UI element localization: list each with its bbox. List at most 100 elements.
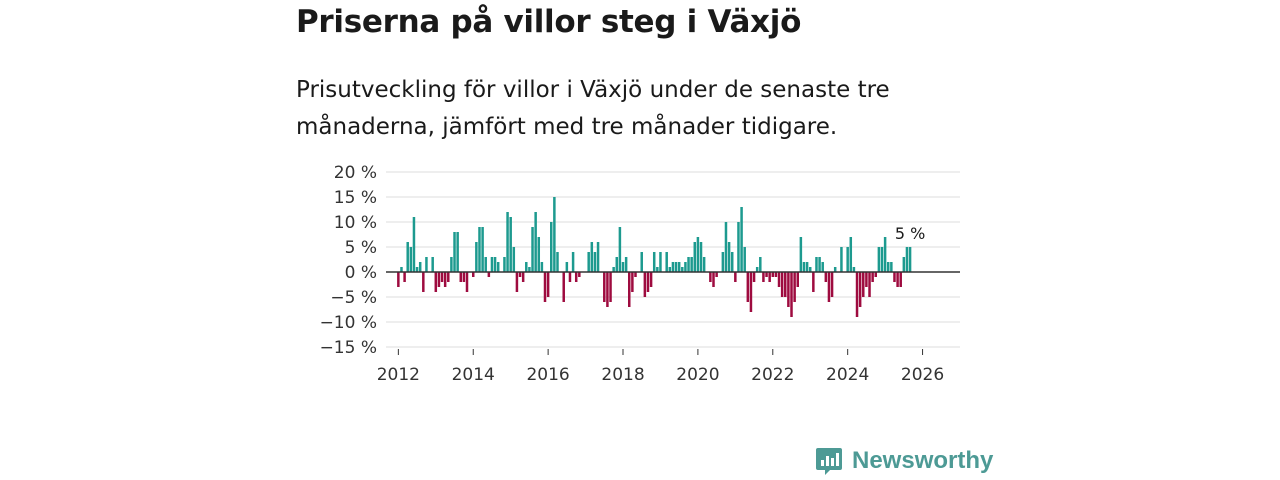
data-bar: [799, 237, 803, 272]
data-bar: [593, 252, 597, 272]
data-bar: [574, 272, 578, 282]
data-bar: [590, 242, 594, 272]
data-bar: [531, 227, 534, 272]
data-bar: [484, 257, 487, 272]
data-bar: [471, 272, 475, 277]
y-tick-label: −5 %: [330, 288, 377, 308]
x-tick-label: 2016: [526, 365, 569, 385]
data-bar: [877, 247, 881, 272]
data-bar: [609, 272, 612, 302]
data-bar: [743, 247, 746, 272]
data-bar: [805, 262, 809, 272]
data-bar: [696, 237, 700, 272]
y-tick-label: 15 %: [334, 188, 377, 208]
data-bar: [578, 272, 581, 277]
data-bar: [646, 272, 650, 292]
data-bar: [746, 272, 750, 302]
data-bar: [808, 267, 812, 272]
data-bar: [628, 272, 631, 307]
data-bar: [415, 267, 419, 272]
data-bar: [496, 262, 500, 272]
data-bar: [656, 267, 659, 272]
data-bar: [453, 232, 456, 272]
x-tick-label: 2020: [676, 365, 719, 385]
brand-name: Newsworthy: [852, 447, 994, 474]
data-bar: [465, 272, 469, 292]
data-bar: [606, 272, 609, 307]
data-bar: [437, 272, 441, 287]
data-bar: [596, 242, 600, 272]
data-bar: [765, 272, 768, 277]
data-bar: [821, 262, 824, 272]
data-bar: [515, 272, 519, 292]
data-bar: [447, 272, 450, 282]
data-bar: [571, 252, 575, 272]
data-bar: [784, 272, 787, 297]
data-bar: [715, 272, 718, 277]
data-bar: [824, 272, 828, 282]
data-bar: [618, 227, 622, 272]
data-bar: [506, 212, 509, 272]
data-bar: [893, 272, 896, 282]
data-bar: [397, 272, 400, 287]
price-change-chart: 20 % 15 % 10 % 5 % 0 % −5 % −10 % −15 %2012 2014…: [320, 163, 960, 385]
data-bar: [908, 247, 912, 272]
data-bar: [777, 272, 781, 287]
data-bar: [846, 247, 849, 272]
data-bar: [752, 272, 756, 282]
data-bar: [899, 272, 902, 287]
data-bar: [493, 257, 497, 272]
y-tick-label: 0 %: [345, 263, 377, 283]
data-bar: [855, 272, 859, 317]
data-bar: [868, 272, 871, 297]
data-bar: [403, 272, 406, 282]
data-bar: [790, 272, 793, 317]
data-bar: [665, 252, 668, 272]
data-bar: [425, 257, 428, 272]
last-value-annotation: 5 %: [895, 224, 925, 243]
data-bar: [684, 262, 687, 272]
data-bar: [815, 257, 818, 272]
data-bar: [668, 267, 672, 272]
data-bar: [690, 257, 693, 272]
data-bar: [830, 272, 834, 297]
data-bar: [418, 262, 422, 272]
data-bar: [812, 272, 815, 292]
data-bar: [456, 232, 459, 272]
data-bar: [699, 242, 703, 272]
data-bar: [874, 272, 878, 277]
data-bar: [793, 272, 796, 302]
data-bar: [687, 257, 690, 272]
x-tick-label: 2012: [377, 365, 420, 385]
y-tick-label: −15 %: [320, 338, 377, 358]
data-bar: [768, 272, 771, 282]
data-bar: [865, 272, 868, 287]
data-bar: [412, 217, 416, 272]
data-bar: [553, 197, 556, 272]
x-tick-label: 2024: [826, 365, 869, 385]
data-bar: [450, 257, 453, 272]
x-tick-label: 2026: [901, 365, 944, 385]
data-bar: [634, 272, 637, 277]
data-bar: [840, 247, 843, 272]
data-bar: [481, 227, 484, 272]
data-bar: [562, 272, 565, 302]
newsworthy-brand: Newsworthy: [814, 446, 993, 476]
data-bar: [771, 272, 775, 277]
data-bar: [550, 222, 553, 272]
data-bar: [902, 257, 906, 272]
y-tick-label: 10 %: [334, 213, 377, 233]
data-bar: [556, 252, 559, 272]
data-bar: [528, 267, 531, 272]
data-bar: [565, 262, 569, 272]
data-bar: [849, 237, 853, 272]
data-bar: [631, 272, 634, 292]
data-bar: [727, 242, 731, 272]
data-bar: [712, 272, 715, 287]
data-bar: [762, 272, 765, 282]
data-bar: [478, 227, 481, 272]
data-bar: [681, 267, 684, 272]
data-bar: [649, 272, 653, 287]
chart-subtitle: Prisutveckling för villor i Växjö under …: [296, 77, 890, 140]
data-bar: [587, 252, 590, 272]
